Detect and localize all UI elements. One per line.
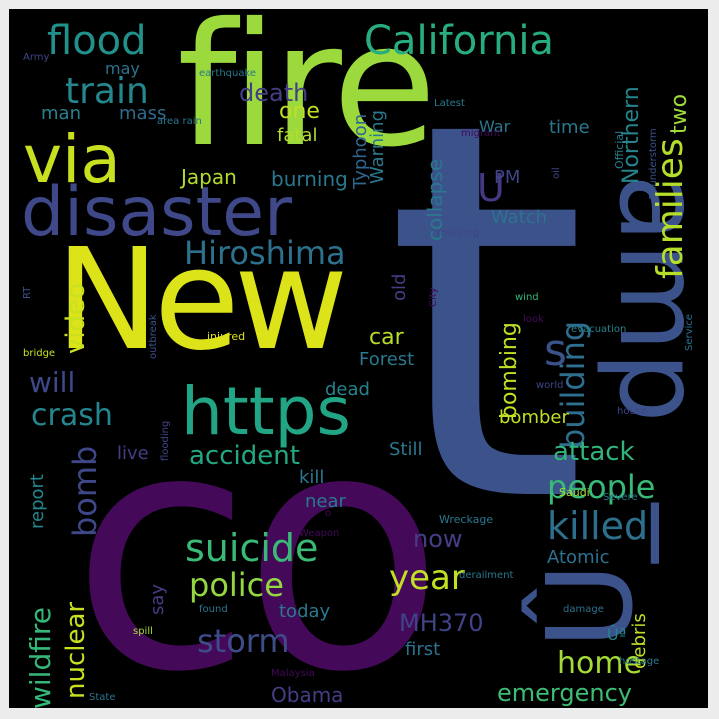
word-u: U <box>477 166 505 210</box>
word-watch: Watch <box>491 207 548 228</box>
word-derailment: derailment <box>459 570 514 581</box>
word-missing: missing <box>437 226 480 239</box>
word-house: house <box>617 406 648 417</box>
word-man: man <box>41 103 81 124</box>
word-time: time <box>549 117 590 138</box>
word-wildfire: wildfire <box>24 607 57 708</box>
word-new: New <box>55 219 348 382</box>
word-crash: crash <box>31 398 113 433</box>
word-look: look <box>523 314 544 325</box>
word-bridge: bridge <box>23 348 56 359</box>
word-one: one <box>279 99 320 124</box>
word-dead: dead <box>325 379 370 400</box>
word-bomber: bomber <box>499 407 569 428</box>
word-wind: wind <box>515 292 539 303</box>
word-latest: Latest <box>434 98 465 109</box>
word-mass: mass <box>119 103 167 124</box>
word-may: may <box>105 59 140 78</box>
word-saudi: Saudi <box>559 486 590 499</box>
word-https: https <box>181 373 351 450</box>
word-found: found <box>199 604 228 615</box>
word-now: now <box>413 525 463 553</box>
word-severe: Severe <box>603 492 638 503</box>
word-s: s <box>544 325 567 376</box>
word-mh370: MH370 <box>399 609 484 637</box>
word-suicide: suicide <box>185 526 319 570</box>
word-death: death <box>239 79 309 107</box>
word-evacuation: evacuation <box>571 324 627 335</box>
word-video: video <box>61 282 91 354</box>
word-via: via <box>23 121 121 198</box>
word-official: Official <box>613 130 626 169</box>
word-police: police <box>189 566 284 604</box>
word-bombing: bombing <box>497 322 522 419</box>
word-old: old <box>389 273 410 301</box>
word-pm: PM <box>494 167 521 188</box>
word-migrant: migrant <box>461 128 501 139</box>
word-obama: Obama <box>271 683 344 707</box>
word-outbreak: outbreak <box>148 314 159 359</box>
word-california: California <box>364 18 554 64</box>
word-storm: storm <box>197 622 290 660</box>
word-service: Service <box>684 314 695 351</box>
word-wreckage: Wreckage <box>439 513 494 526</box>
word-area-rain: area rain <box>157 116 202 127</box>
word-car: car <box>369 325 404 350</box>
word-first: first <box>405 639 441 660</box>
word-say: say <box>147 583 168 615</box>
word-near: near <box>305 491 346 512</box>
word-forest: Forest <box>359 349 415 370</box>
word-still: Still <box>389 439 423 460</box>
word-world: world <box>536 380 564 391</box>
word-today: today <box>279 601 331 622</box>
word-hiroshima: Hiroshima <box>184 234 346 272</box>
word-disaster: disaster <box>21 173 293 252</box>
word-rt: RT <box>22 286 33 299</box>
word-spill: spill <box>133 626 153 637</box>
word-warning: Warning <box>367 109 388 184</box>
word-u-small: Ûª <box>607 625 627 644</box>
word-thunderstorm: Thunderstorm <box>648 128 659 199</box>
word-damage: damage <box>563 604 604 615</box>
word-flood: flood <box>47 18 147 64</box>
word-accident: accident <box>189 441 300 471</box>
word-nuclear: nuclear <box>61 601 91 699</box>
word-people: people <box>547 468 656 506</box>
word-weapon: Weapon <box>299 528 340 539</box>
word-oil: oil <box>551 167 562 179</box>
word-killed: killed <box>547 504 649 548</box>
word-hostage: hostage <box>619 656 660 667</box>
word-state: State <box>89 692 116 703</box>
word-earthquake: earthquake <box>199 68 257 79</box>
word-home: home <box>557 646 643 681</box>
word-report: report <box>27 474 48 529</box>
word-attack: attack <box>553 437 635 467</box>
word-bomb: bomb <box>66 445 104 537</box>
word-kill: kill <box>299 467 325 488</box>
word-city: City <box>428 287 439 307</box>
word-japan: Japan <box>181 165 237 189</box>
word-army: Army <box>23 52 50 63</box>
word-o: o <box>325 508 332 519</box>
word-flooding: flooding <box>160 420 171 461</box>
word-live: live <box>117 443 149 464</box>
word-t: t <box>384 11 588 617</box>
word-terrorist: Terrorist <box>92 553 103 594</box>
word-cloud: t co New fire amp Û_ disaster via https … <box>9 9 708 708</box>
word-train: train <box>65 71 149 112</box>
word-will: will <box>29 366 76 399</box>
word-atomic: Atomic <box>547 547 610 568</box>
word-year: year <box>389 558 465 598</box>
word-burning: burning <box>271 167 348 191</box>
word-co: co <box>71 360 444 708</box>
word-fatal: fatal <box>277 125 318 146</box>
word-fire: fire <box>177 9 437 185</box>
word-malaysia: Malaysia <box>271 668 315 679</box>
word-injured: injured <box>207 330 246 343</box>
word-emergency: emergency <box>497 679 632 707</box>
word-war: War <box>479 117 511 136</box>
word-two: two <box>667 93 692 134</box>
